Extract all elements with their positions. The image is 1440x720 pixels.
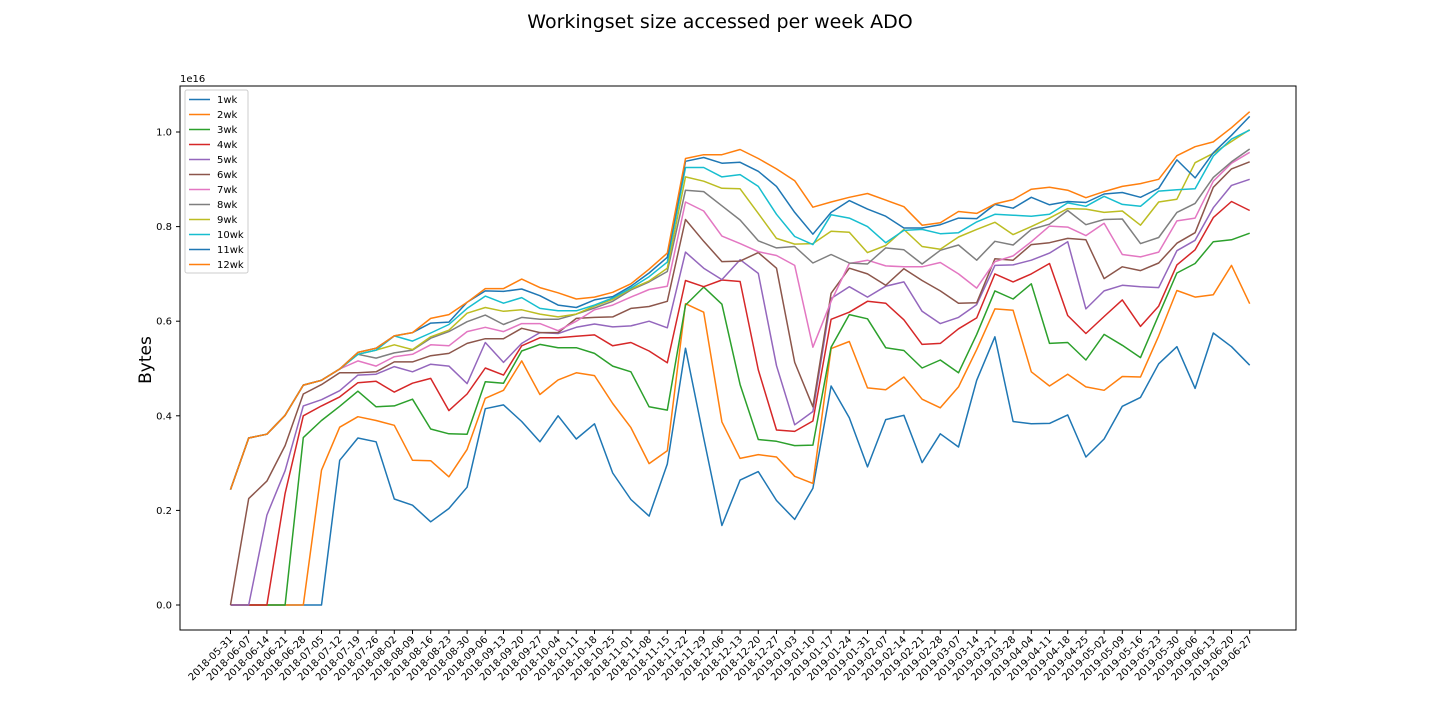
series-line-11wk bbox=[229, 115, 1251, 490]
series-line-2wk bbox=[230, 264, 1251, 606]
legend-label-7wk: 7wk bbox=[217, 185, 238, 196]
legend-label-11wk: 11wk bbox=[217, 245, 244, 256]
series-line-4wk bbox=[230, 200, 1251, 606]
legend-label-5wk: 5wk bbox=[217, 155, 238, 166]
y-tick-label: 0.0 bbox=[156, 601, 172, 612]
y-exponent-label: 1e16 bbox=[180, 74, 205, 85]
y-tick-label: 0.2 bbox=[156, 506, 172, 517]
y-axis-ticks: 0.0 0.2 0.4 0.6 0.8 1.0 bbox=[156, 128, 180, 612]
y-axis-label: Bytes bbox=[136, 336, 156, 384]
legend-label-1wk: 1wk bbox=[217, 95, 238, 106]
series-line-3wk bbox=[230, 232, 1250, 606]
series-layer bbox=[229, 111, 1251, 606]
series-line-12wk bbox=[229, 111, 1251, 490]
series-line-5wk bbox=[230, 178, 1250, 606]
legend-label-3wk: 3wk bbox=[217, 125, 238, 136]
legend-label-4wk: 4wk bbox=[217, 140, 238, 151]
series-line-9wk bbox=[229, 128, 1251, 490]
series-line-7wk bbox=[229, 151, 1251, 490]
chart-title: Workingset size accessed per week ADO bbox=[527, 11, 912, 33]
legend-box bbox=[184, 89, 249, 274]
legend-label-9wk: 9wk bbox=[217, 215, 238, 226]
y-tick-label: 0.6 bbox=[156, 317, 172, 328]
series-line-6wk bbox=[229, 161, 1250, 606]
plot-frame bbox=[179, 85, 1297, 631]
x-axis-ticks: 2018-05-312018-06-072018-06-142018-06-21… bbox=[187, 630, 1255, 683]
series-line-8wk bbox=[229, 148, 1251, 490]
legend-label-10wk: 10wk bbox=[217, 230, 244, 241]
legend-label-8wk: 8wk bbox=[217, 200, 238, 211]
series-line-1wk bbox=[230, 332, 1251, 606]
y-tick-label: 0.8 bbox=[156, 222, 172, 233]
series-line-10wk bbox=[229, 129, 1251, 490]
y-tick-label: 0.4 bbox=[156, 411, 172, 422]
legend-label-2wk: 2wk bbox=[217, 110, 238, 121]
y-tick-label: 1.0 bbox=[156, 128, 172, 139]
legend: 1wk 2wk 3wk 4wk 5wk 6wk 7wk 8wk 9wk 10wk 11wk 12wk bbox=[184, 89, 249, 274]
legend-label-6wk: 6wk bbox=[217, 170, 238, 181]
legend-label-12wk: 12wk bbox=[217, 260, 244, 271]
